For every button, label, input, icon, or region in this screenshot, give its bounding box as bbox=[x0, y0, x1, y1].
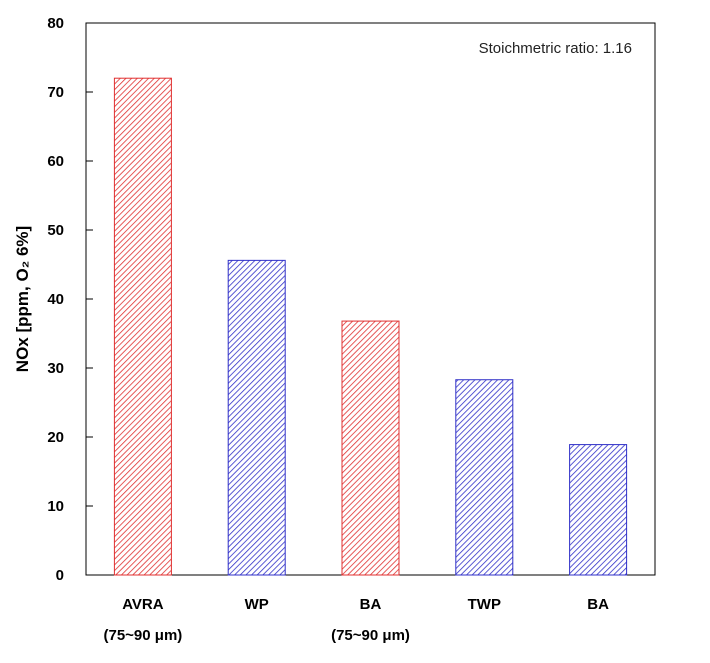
y-tick-label: 50 bbox=[47, 222, 64, 239]
bar-ba-5 bbox=[569, 444, 628, 576]
x-axis-labels: AVRA (75~90 μm) WP BA (75~90 μm) TWP BA bbox=[103, 596, 609, 644]
bar-twp-4 bbox=[455, 379, 514, 576]
x-category-label: BA bbox=[587, 596, 609, 613]
x-category-label: WP bbox=[245, 596, 269, 613]
y-tick-label: 30 bbox=[47, 360, 64, 377]
y-tick-label: 0 bbox=[56, 567, 64, 584]
bar-avra-1 bbox=[113, 77, 172, 576]
y-axis-title: NOx [ppm, O₂ 6%] bbox=[13, 226, 32, 372]
bar-wp-2 bbox=[227, 259, 286, 576]
y-tick-label: 80 bbox=[47, 15, 64, 32]
bar-ba-3 bbox=[341, 320, 400, 576]
y-tick-label: 70 bbox=[47, 84, 64, 101]
annotation-stoichiometric-ratio: Stoichmetric ratio: 1.16 bbox=[479, 40, 632, 57]
y-tick-label: 60 bbox=[47, 153, 64, 170]
y-tick-label: 10 bbox=[47, 498, 64, 515]
x-category-sublabel: (75~90 μm) bbox=[331, 627, 410, 644]
y-axis: 0 10 20 30 40 50 60 70 80 bbox=[47, 15, 93, 584]
x-category-sublabel: (75~90 μm) bbox=[103, 627, 182, 644]
x-category-label: AVRA bbox=[122, 596, 164, 613]
y-tick-label: 40 bbox=[47, 291, 64, 308]
y-tick-label: 20 bbox=[47, 429, 64, 446]
bars bbox=[113, 77, 628, 576]
x-category-label: TWP bbox=[468, 596, 501, 613]
x-category-label: BA bbox=[360, 596, 382, 613]
